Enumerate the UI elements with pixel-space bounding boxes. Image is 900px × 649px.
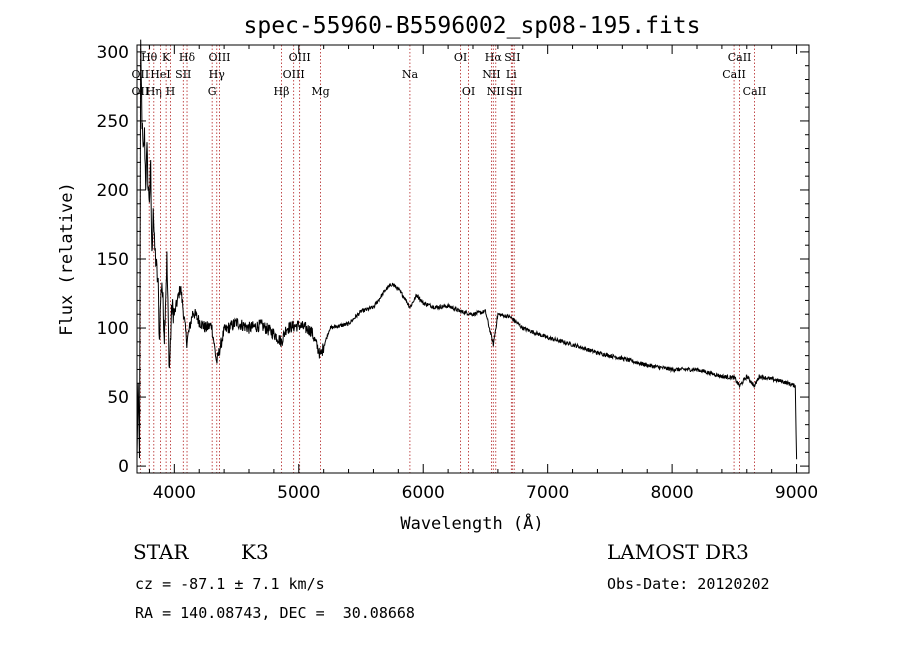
spectral-line-markers: OIIOIIHθHηHeIKHSIIHδGOIIIHγHβOIIIOIIIMgN… <box>132 45 767 473</box>
spectral-line-label: CaII <box>722 68 746 81</box>
spectral-line-label: Hδ <box>179 51 196 64</box>
spectral-line-label: OIII <box>283 68 305 81</box>
y-tick-label: 50 <box>107 388 129 408</box>
spectral-line-label: K <box>162 51 171 64</box>
spectral-line-label: Hγ <box>209 68 226 81</box>
spectrum-series <box>136 39 798 460</box>
spectral-line-label: OI <box>462 85 475 98</box>
y-axis: 0 50 100 150 200 250 300 <box>97 43 809 477</box>
spectral-line-label: Hη <box>146 85 162 98</box>
spectral-line-label: G <box>208 85 217 98</box>
x-tick-label: 9000 <box>775 483 818 503</box>
y-axis-label: Flux (relative) <box>57 182 77 336</box>
x-tick-label: 7000 <box>526 483 569 503</box>
coordinates-info: RA = 140.08743, DEC = 30.08668 <box>135 604 415 622</box>
object-class: STAR <box>133 540 189 564</box>
y-tick-label: 250 <box>97 112 129 132</box>
x-tick-label: 6000 <box>402 483 445 503</box>
spectral-line-label: H <box>166 85 176 98</box>
spectral-line-label: Mg <box>311 85 329 98</box>
spectral-line-label: OIII <box>289 51 311 64</box>
plot-frame <box>136 44 810 474</box>
spectral-line-label: Hβ <box>274 85 290 98</box>
y-tick-label: 0 <box>118 457 129 477</box>
y-tick-label: 100 <box>97 319 129 339</box>
spectral-line-label: Li <box>506 68 517 81</box>
survey-name: LAMOST DR3 <box>607 540 749 564</box>
spectral-line-label: NII <box>482 68 500 81</box>
spectral-line-label: OI <box>454 51 467 64</box>
x-axis-label: Wavelength (Å) <box>400 512 543 534</box>
spectral-line-label: Na <box>402 68 419 81</box>
spectral-line-label: Hα <box>485 51 503 64</box>
spectrum-chart: spec-55960-B5596002_sp08-195.fits OIIOII… <box>57 13 818 534</box>
spectral-line-label: CaII <box>743 85 767 98</box>
redshift-info: cz = -87.1 ± 7.1 km/s <box>135 575 325 593</box>
spectral-line-label: NII <box>487 85 505 98</box>
spectrum-line <box>136 39 798 460</box>
x-tick-label: 5000 <box>277 483 320 503</box>
x-tick-label: 4000 <box>153 483 196 503</box>
y-tick-label: 200 <box>97 181 129 201</box>
spectral-line-label: HeI <box>150 68 170 81</box>
chart-title: spec-55960-B5596002_sp08-195.fits <box>244 13 701 39</box>
object-subclass: K3 <box>241 540 269 564</box>
y-tick-label: 150 <box>97 250 129 270</box>
x-tick-label: 8000 <box>650 483 693 503</box>
spectral-line-label: CaII <box>728 51 752 64</box>
observation-date: Obs-Date: 20120202 <box>607 575 770 593</box>
spectral-line-label: SII <box>175 68 191 81</box>
spectral-line-label: SII <box>506 85 522 98</box>
y-tick-label: 300 <box>97 43 129 63</box>
spectral-line-label: OIII <box>208 51 230 64</box>
x-axis: 4000 5000 6000 7000 8000 9000 <box>148 45 818 503</box>
spectral-line-label: SII <box>504 51 520 64</box>
spectral-line-label: Hθ <box>141 51 158 64</box>
